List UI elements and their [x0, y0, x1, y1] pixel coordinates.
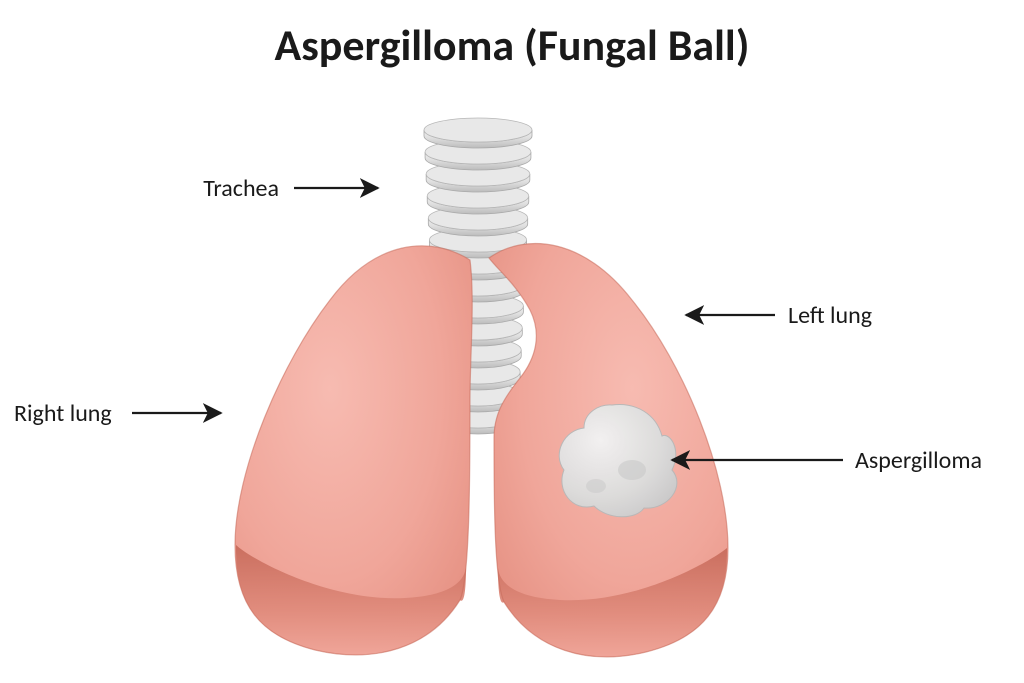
right-lung-shape — [235, 246, 472, 655]
label-left-lung: Left lung — [788, 301, 872, 330]
anatomy-diagram — [0, 0, 1024, 683]
label-right-lung: Right lung — [14, 399, 112, 428]
label-aspergilloma: Aspergilloma — [855, 446, 982, 475]
label-trachea: Trachea — [203, 174, 279, 203]
